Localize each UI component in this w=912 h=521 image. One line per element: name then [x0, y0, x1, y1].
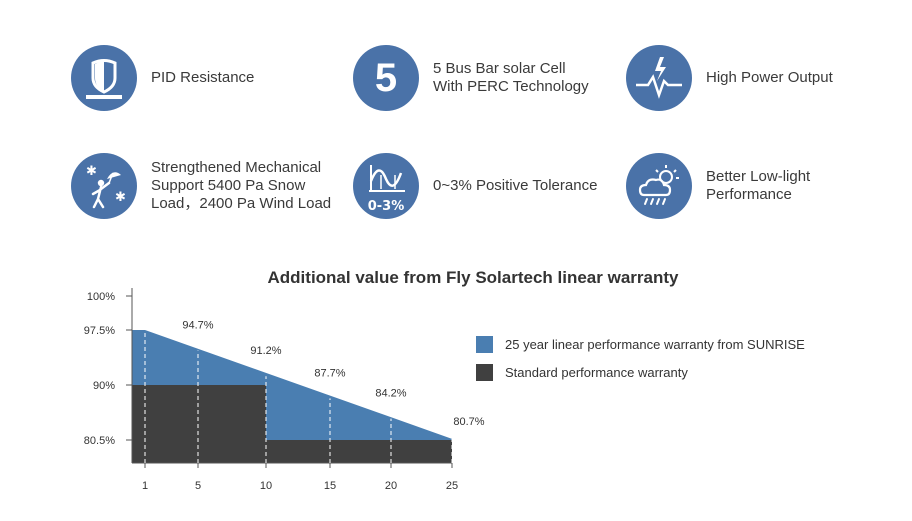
x-tick-label: 15: [324, 480, 336, 492]
x-tick-label: 10: [260, 480, 272, 492]
feature-label: 0~3% Positive Tolerance: [433, 177, 598, 194]
chart-title: Additional value from Fly Solartech line…: [267, 268, 679, 287]
x-tick-label: 25: [446, 480, 458, 492]
feature-mechanical-support: ✱ ✱ Strengthened Mechanical Support 5400…: [71, 153, 331, 219]
chart-legend: 25 year linear performance warranty from…: [476, 335, 805, 391]
feature-label: 5 Bus Bar solar Cell With PERC Technolog…: [433, 60, 589, 95]
feature-high-power: High Power Output: [626, 45, 833, 111]
feature-label: Strengthened Mechanical Support 5400 Pa …: [151, 159, 332, 212]
svg-text:✱: ✱: [86, 164, 97, 179]
legend-item-linear: 25 year linear performance warranty from…: [476, 335, 805, 354]
lightning-pulse-icon: [626, 45, 692, 111]
data-label: 80.7%: [453, 416, 484, 428]
feature-pid-resistance: PID Resistance: [71, 45, 254, 111]
number-five-icon: 5: [353, 45, 419, 111]
tolerance-icon-text: 0-3%: [368, 199, 405, 214]
y-tick-label: 80.5%: [84, 435, 115, 447]
five-icon-text: 5: [375, 56, 397, 100]
feature-label: PID Resistance: [151, 69, 255, 86]
feature-bus-bar: 5 5 Bus Bar solar Cell With PERC Technol…: [353, 45, 589, 111]
x-tick-label: 5: [195, 480, 201, 492]
x-tick-label: 20: [385, 480, 397, 492]
data-label: 84.2%: [375, 388, 406, 400]
y-tick-label: 100%: [87, 291, 115, 303]
legend-label-linear: 25 year linear performance warranty from…: [505, 337, 805, 352]
feature-label: Better Low-light Performance: [706, 168, 811, 203]
feature-positive-tolerance: 0-3% 0~3% Positive Tolerance: [353, 153, 597, 219]
standard-warranty-area: [132, 385, 452, 463]
snow-wind-person-icon: ✱ ✱: [71, 153, 137, 219]
tolerance-curve-icon: 0-3%: [353, 153, 419, 219]
data-label: 94.7%: [182, 320, 213, 332]
y-tick-label: 90%: [93, 380, 115, 392]
legend-swatch-linear: [476, 336, 493, 353]
feature-low-light: Better Low-light Performance: [626, 153, 810, 219]
legend-item-standard: Standard performance warranty: [476, 363, 805, 382]
legend-label-standard: Standard performance warranty: [505, 365, 688, 380]
shield-icon: [71, 45, 137, 111]
feature-label: High Power Output: [706, 69, 833, 86]
cloud-sun-rain-icon: [626, 153, 692, 219]
legend-swatch-standard: [476, 364, 493, 381]
data-label: 91.2%: [250, 345, 281, 357]
svg-text:✱: ✱: [115, 190, 126, 205]
data-label: 87.7%: [314, 367, 345, 379]
y-tick-label: 97.5%: [84, 325, 115, 337]
x-tick-label: 1: [142, 480, 148, 492]
